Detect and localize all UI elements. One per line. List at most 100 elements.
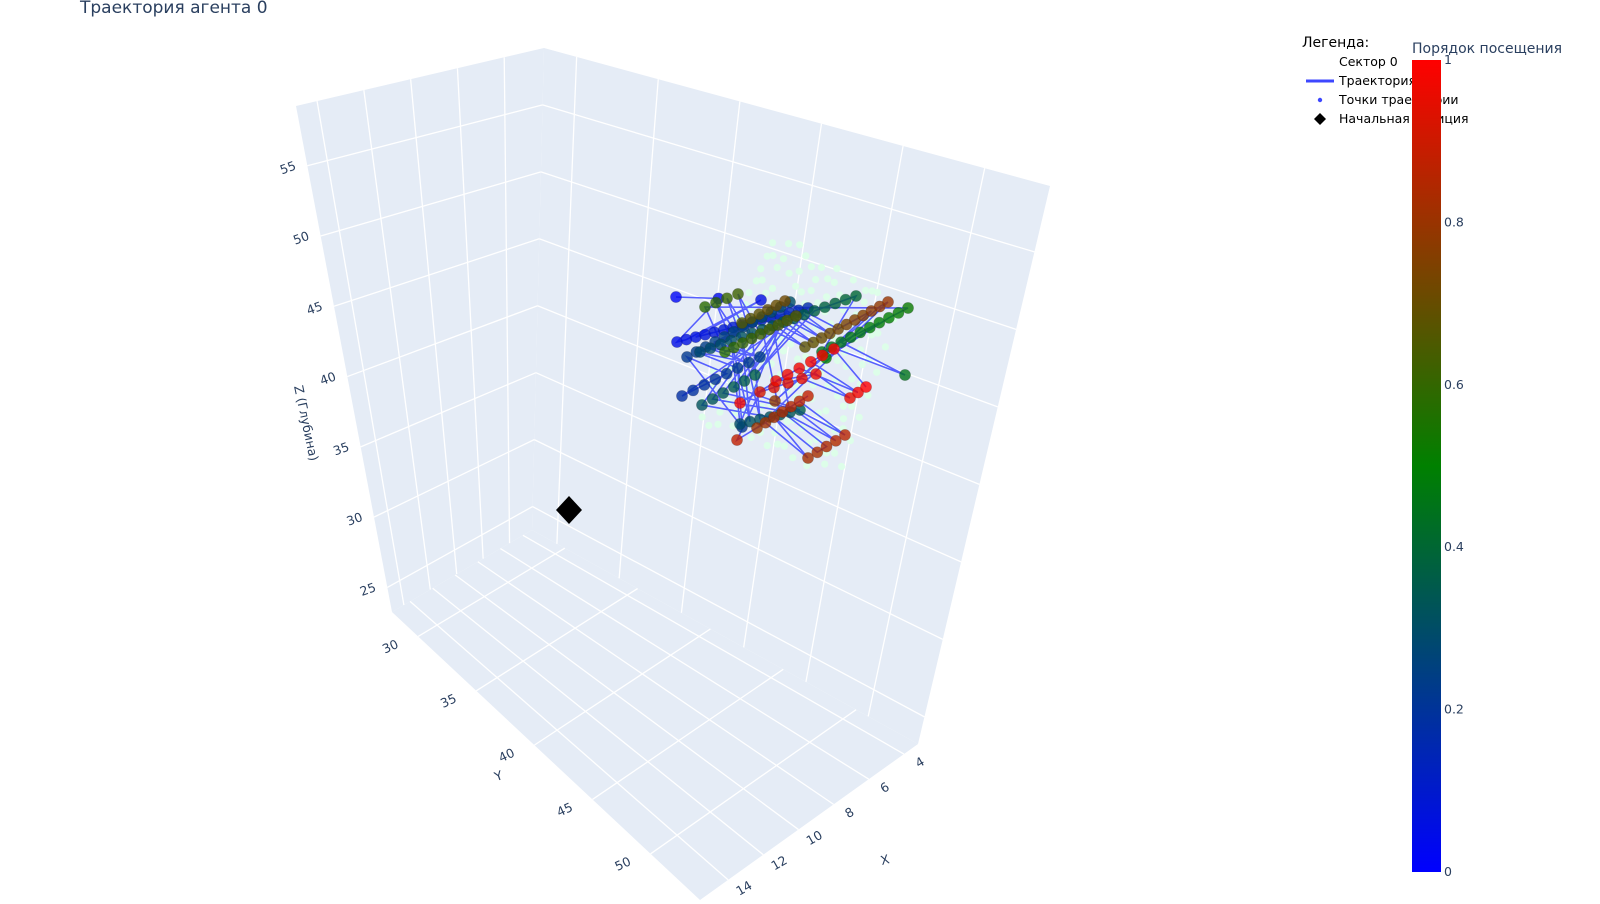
trajectory-point[interactable]: [850, 290, 862, 302]
trajectory-point[interactable]: [670, 291, 682, 303]
legend-item[interactable]: Сектор 0: [1339, 54, 1398, 69]
trajectory-point[interactable]: [818, 301, 831, 314]
trajectory-point[interactable]: [873, 316, 886, 329]
sector-point: [849, 276, 857, 284]
trajectory-point[interactable]: [839, 293, 852, 306]
sector-point: [785, 269, 793, 277]
trajectory-point[interactable]: [676, 390, 688, 402]
trajectory-point[interactable]: [769, 395, 781, 407]
trajectory-point[interactable]: [808, 304, 821, 317]
trajectory-point[interactable]: [892, 306, 905, 319]
grid-x-floor: [522, 534, 905, 755]
trajectory-point[interactable]: [802, 452, 814, 464]
trajectory-point[interactable]: [854, 326, 867, 339]
trajectory-point[interactable]: [749, 369, 761, 381]
trajectory-point[interactable]: [852, 386, 864, 399]
trajectory-point[interactable]: [781, 368, 794, 381]
trajectory-point[interactable]: [710, 296, 722, 309]
trajectory-point[interactable]: [721, 292, 733, 305]
trajectory-point[interactable]: [860, 381, 872, 393]
trajectory-point[interactable]: [779, 295, 791, 307]
trajectory-point[interactable]: [720, 367, 733, 380]
sector-point: [824, 275, 832, 283]
trajectory-point[interactable]: [793, 362, 806, 375]
sector-point: [769, 251, 777, 260]
trajectory-point[interactable]: [754, 386, 766, 398]
trajectory-point[interactable]: [899, 369, 911, 381]
trajectory-point[interactable]: [835, 336, 847, 349]
trajectory-point[interactable]: [754, 351, 766, 363]
grid-y-floor: [592, 668, 784, 801]
grid-y-wall: [456, 68, 484, 559]
trajectory-point[interactable]: [816, 349, 829, 362]
trajectory-point[interactable]: [804, 355, 817, 368]
trajectory-point[interactable]: [829, 434, 842, 447]
trajectory-point[interactable]: [704, 342, 717, 355]
grid-y-wall: [316, 100, 405, 606]
trajectory-point[interactable]: [738, 375, 751, 387]
trajectory-point[interactable]: [844, 392, 856, 404]
grid-z-right: [532, 505, 925, 718]
trajectory-point[interactable]: [839, 429, 851, 441]
sector-point: [873, 288, 882, 297]
trajectory-point[interactable]: [734, 397, 746, 409]
grid-y-floor: [650, 709, 857, 855]
trajectory-point[interactable]: [709, 373, 722, 386]
trajectory-point[interactable]: [731, 362, 744, 374]
grid-y-wall: [409, 79, 458, 575]
trajectory-point[interactable]: [776, 406, 789, 418]
trajectory-point[interactable]: [828, 343, 840, 355]
trajectory-point[interactable]: [844, 331, 857, 344]
trajectory: [670, 288, 914, 464]
trajectory-point[interactable]: [790, 310, 802, 322]
trajectory-point[interactable]: [717, 387, 730, 399]
legend-item[interactable]: Начальная позиция: [1314, 111, 1469, 126]
grid-x-floor: [409, 600, 729, 881]
trajectory-point[interactable]: [732, 288, 744, 300]
trajectory-point[interactable]: [796, 372, 808, 385]
trajectory-point[interactable]: [687, 384, 699, 397]
tick-z: 55: [278, 158, 298, 178]
tick-x: 6: [877, 779, 891, 796]
trajectory-point[interactable]: [743, 356, 755, 369]
trajectory-point[interactable]: [768, 411, 780, 424]
sector-point: [881, 343, 890, 351]
trajectory-point[interactable]: [696, 399, 708, 411]
trajectory-point[interactable]: [727, 381, 740, 393]
sector-point: [787, 340, 795, 348]
start-marker[interactable]: [556, 496, 582, 524]
sector-point: [762, 289, 770, 297]
trajectory-point[interactable]: [811, 446, 824, 459]
sector-point: [807, 263, 816, 271]
trajectory-point[interactable]: [751, 422, 763, 434]
trajectory-point[interactable]: [699, 301, 711, 313]
trajectory-point[interactable]: [681, 351, 693, 363]
trajectory-point[interactable]: [770, 375, 782, 387]
trajectory-point[interactable]: [810, 368, 822, 380]
trajectory-point[interactable]: [829, 297, 842, 310]
trajectory-point[interactable]: [755, 294, 767, 306]
sector-point: [822, 407, 830, 415]
grid-y-floor: [475, 587, 638, 692]
trajectory-point[interactable]: [731, 434, 743, 446]
trajectory-point[interactable]: [902, 302, 914, 314]
legend-item[interactable]: Траектория: [1306, 73, 1416, 88]
trajectory-point[interactable]: [820, 440, 833, 453]
trajectory-point[interactable]: [734, 418, 746, 430]
sector-point: [861, 286, 870, 295]
trajectory-point[interactable]: [802, 390, 814, 402]
trajectory-point[interactable]: [698, 378, 711, 391]
trajectory-point[interactable]: [863, 321, 876, 334]
trajectory-point[interactable]: [882, 296, 894, 308]
trajectory-point[interactable]: [694, 346, 706, 358]
sector-point: [807, 287, 815, 295]
trajectory-point[interactable]: [706, 393, 719, 405]
axis-title-x: X: [879, 851, 892, 868]
trajectory-point[interactable]: [759, 416, 772, 429]
trajectory-point[interactable]: [785, 400, 797, 413]
trajectory-point[interactable]: [793, 395, 806, 408]
trajectory-point[interactable]: [883, 311, 895, 324]
axis-title-y: Y: [491, 767, 505, 784]
grid-z-left: [320, 171, 542, 237]
